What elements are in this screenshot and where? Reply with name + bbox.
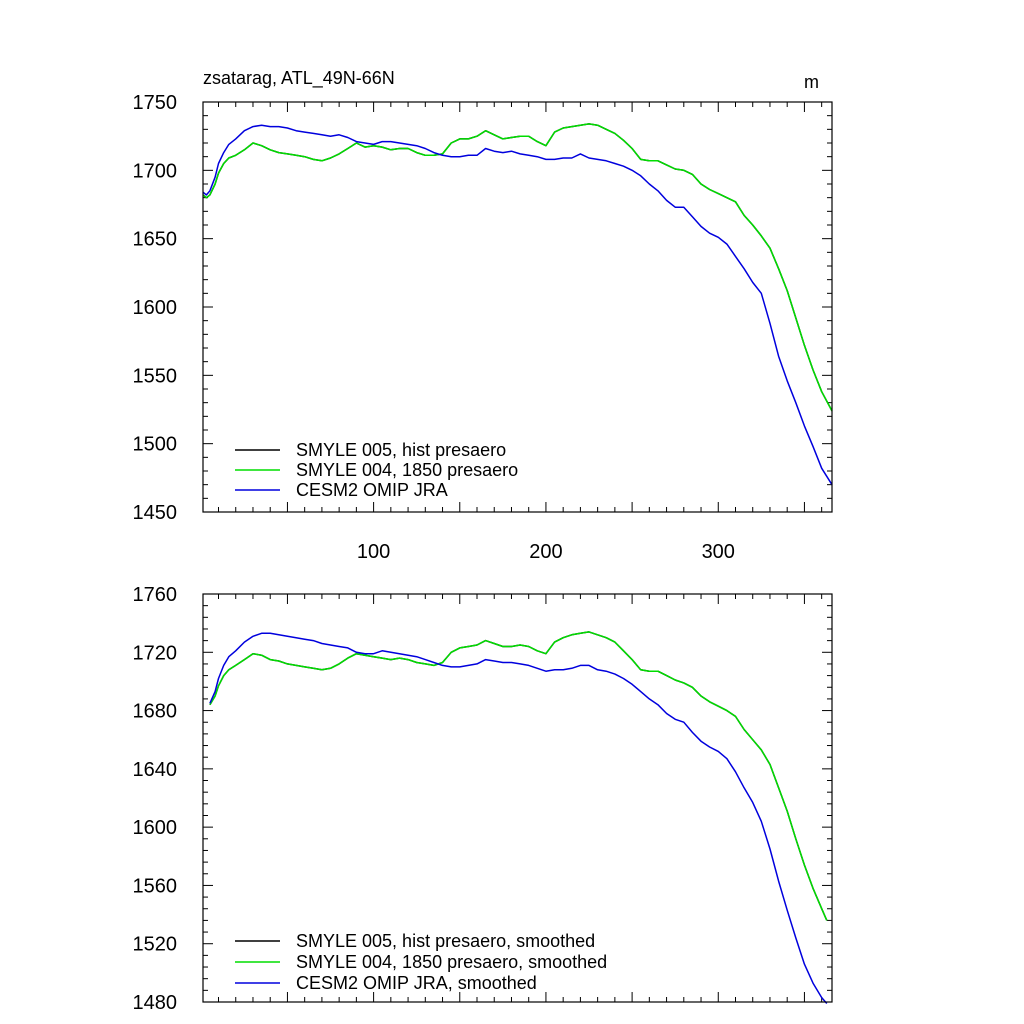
x-tick-label: 200 <box>529 541 562 563</box>
y-tick-label: 1500 <box>133 434 178 456</box>
series-line-2 <box>209 631 828 921</box>
bottom-panel-frame <box>202 593 833 1003</box>
legend-label: SMYLE 005, hist presaero, smoothed <box>296 931 595 951</box>
y-tick-label: 1700 <box>133 160 178 182</box>
y-tick-label: 1600 <box>133 297 178 319</box>
y-tick-label: 1640 <box>133 759 178 781</box>
series-line-3 <box>202 124 833 486</box>
y-tick-label: 1450 <box>133 502 178 524</box>
series-line-3 <box>209 632 828 1004</box>
y-tick-label: 1750 <box>133 92 178 114</box>
bottom-panel-ticks <box>203 593 832 1003</box>
y-tick-label: 1480 <box>133 992 178 1014</box>
top-panel-y-tick-labels: 1450 1500 1550 1600 1650 1700 1750 <box>133 92 178 524</box>
series-line-1 <box>202 123 833 412</box>
bottom-panel-series <box>209 631 828 1004</box>
legend-label: SMYLE 005, hist presaero <box>296 440 506 460</box>
legend-label: CESM2 OMIP JRA <box>296 480 448 500</box>
y-tick-label: 1760 <box>133 584 178 606</box>
y-tick-label: 1520 <box>133 934 178 956</box>
top-panel: zsatarag, ATL_49N-66N m 1450 1500 1550 1600… <box>133 68 833 563</box>
top-panel-units: m <box>804 72 819 92</box>
legend-label: CESM2 OMIP JRA, smoothed <box>296 973 537 993</box>
bottom-panel: 1480 1520 1560 1600 1640 1680 1720 1760 SMYLE 0… <box>133 584 833 1014</box>
top-panel-x-tick-labels: 100 200 300 <box>357 541 735 563</box>
legend-label: SMYLE 004, 1850 presaero <box>296 460 518 480</box>
x-tick-label: 100 <box>357 541 390 563</box>
y-tick-label: 1550 <box>133 365 178 387</box>
series-line-2 <box>202 123 833 412</box>
x-tick-label: 300 <box>702 541 735 563</box>
top-panel-title: zsatarag, ATL_49N-66N <box>203 68 395 89</box>
y-tick-label: 1720 <box>133 642 178 664</box>
top-panel-frame <box>202 101 833 513</box>
series-line-1 <box>209 631 828 921</box>
bottom-panel-y-tick-labels: 1480 1520 1560 1600 1640 1680 1720 1760 <box>133 584 178 1014</box>
y-tick-label: 1680 <box>133 701 178 723</box>
top-panel-series <box>202 123 833 486</box>
y-tick-label: 1600 <box>133 817 178 839</box>
legend-label: SMYLE 004, 1850 presaero, smoothed <box>296 952 607 972</box>
y-tick-label: 1560 <box>133 875 178 897</box>
y-tick-label: 1650 <box>133 229 178 251</box>
bottom-panel-legend: SMYLE 005, hist presaero, smoothedSMYLE … <box>235 931 607 993</box>
